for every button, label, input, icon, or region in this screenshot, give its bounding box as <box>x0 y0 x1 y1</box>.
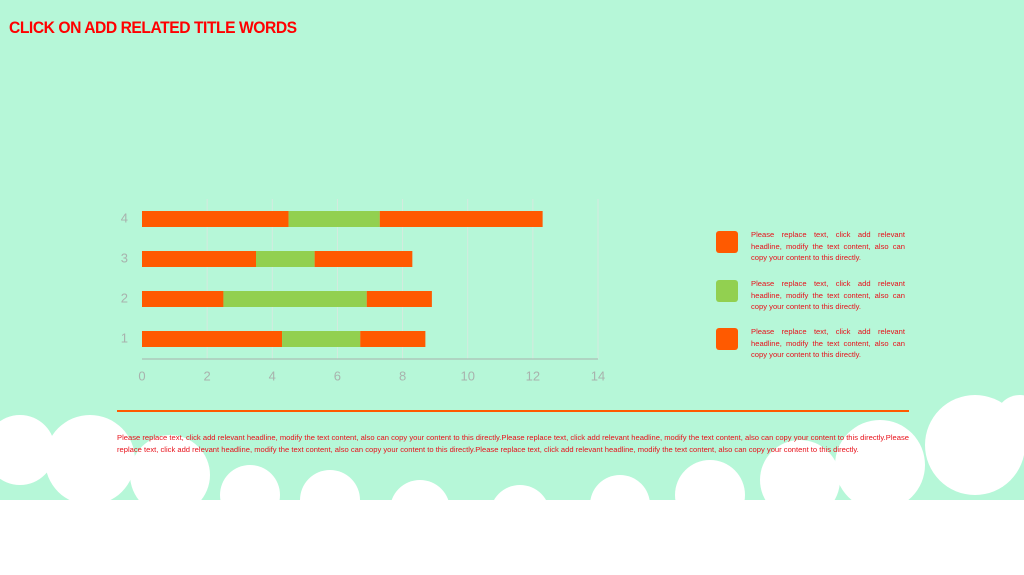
legend-label: Please replace text, click add relevant … <box>751 279 905 311</box>
bar <box>379 211 543 227</box>
y-tick-label: 1 <box>121 330 128 345</box>
clouds <box>0 395 1024 575</box>
x-tick-label: 10 <box>460 368 474 383</box>
bar <box>142 251 256 267</box>
body-text: Please replace text, click add relevant … <box>117 433 909 454</box>
bar <box>288 211 380 227</box>
x-tick-label: 4 <box>269 368 276 383</box>
bar <box>256 251 315 267</box>
x-tick-label: 14 <box>591 368 605 383</box>
bar <box>223 291 367 307</box>
bar <box>142 331 283 347</box>
y-tick-label: 2 <box>121 290 128 305</box>
x-tick-label: 12 <box>526 368 540 383</box>
legend-label: Please replace text, click add relevant … <box>751 230 905 262</box>
y-tick-label: 4 <box>121 210 128 225</box>
bar <box>366 291 432 307</box>
bar <box>282 331 361 347</box>
x-tick-label: 2 <box>204 368 211 383</box>
legend-swatch <box>716 280 738 302</box>
x-tick-label: 6 <box>334 368 341 383</box>
bar <box>142 211 289 227</box>
x-tick-label: 0 <box>138 368 145 383</box>
legend-label: Please replace text, click add relevant … <box>751 327 905 359</box>
x-tick-label: 8 <box>399 368 406 383</box>
y-tick-label: 3 <box>121 250 128 265</box>
bar <box>314 251 413 267</box>
legend-swatch <box>716 328 738 350</box>
bar <box>360 331 426 347</box>
bar <box>142 291 224 307</box>
slide-title: CLICK ON ADD RELATED TITLE WORDS <box>9 18 297 37</box>
legend-swatch <box>716 231 738 253</box>
